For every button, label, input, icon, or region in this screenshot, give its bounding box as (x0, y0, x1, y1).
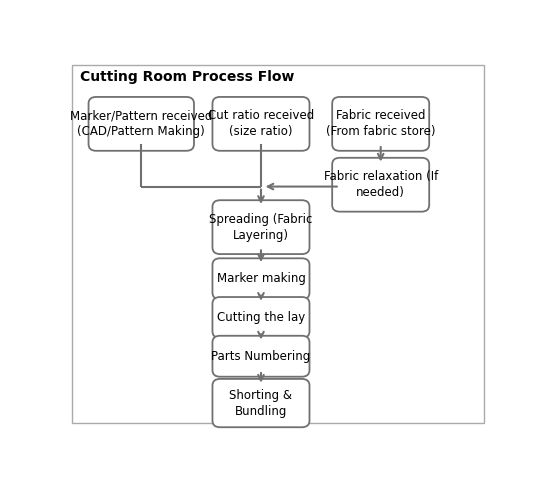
FancyBboxPatch shape (212, 258, 309, 299)
FancyBboxPatch shape (332, 158, 429, 212)
FancyBboxPatch shape (212, 297, 309, 338)
Text: Spreading (Fabric
Layering): Spreading (Fabric Layering) (209, 213, 313, 241)
Text: Marker making: Marker making (217, 272, 305, 285)
FancyBboxPatch shape (212, 200, 309, 254)
Text: Fabric received
(From fabric store): Fabric received (From fabric store) (326, 109, 435, 138)
FancyBboxPatch shape (212, 379, 309, 427)
Text: Fabric relaxation (If
needed): Fabric relaxation (If needed) (324, 170, 438, 199)
Text: Cutting Room Process Flow: Cutting Room Process Flow (80, 70, 295, 84)
Text: Cut ratio received
(size ratio): Cut ratio received (size ratio) (208, 109, 314, 138)
Text: Marker/Pattern received
(CAD/Pattern Making): Marker/Pattern received (CAD/Pattern Mak… (70, 109, 212, 138)
Text: Parts Numbering: Parts Numbering (211, 350, 311, 363)
FancyBboxPatch shape (332, 97, 429, 151)
FancyBboxPatch shape (88, 97, 194, 151)
Text: Cutting the lay: Cutting the lay (217, 311, 305, 324)
Text: Shorting &
Bundling: Shorting & Bundling (229, 388, 293, 418)
FancyBboxPatch shape (212, 336, 309, 376)
FancyBboxPatch shape (212, 97, 309, 151)
